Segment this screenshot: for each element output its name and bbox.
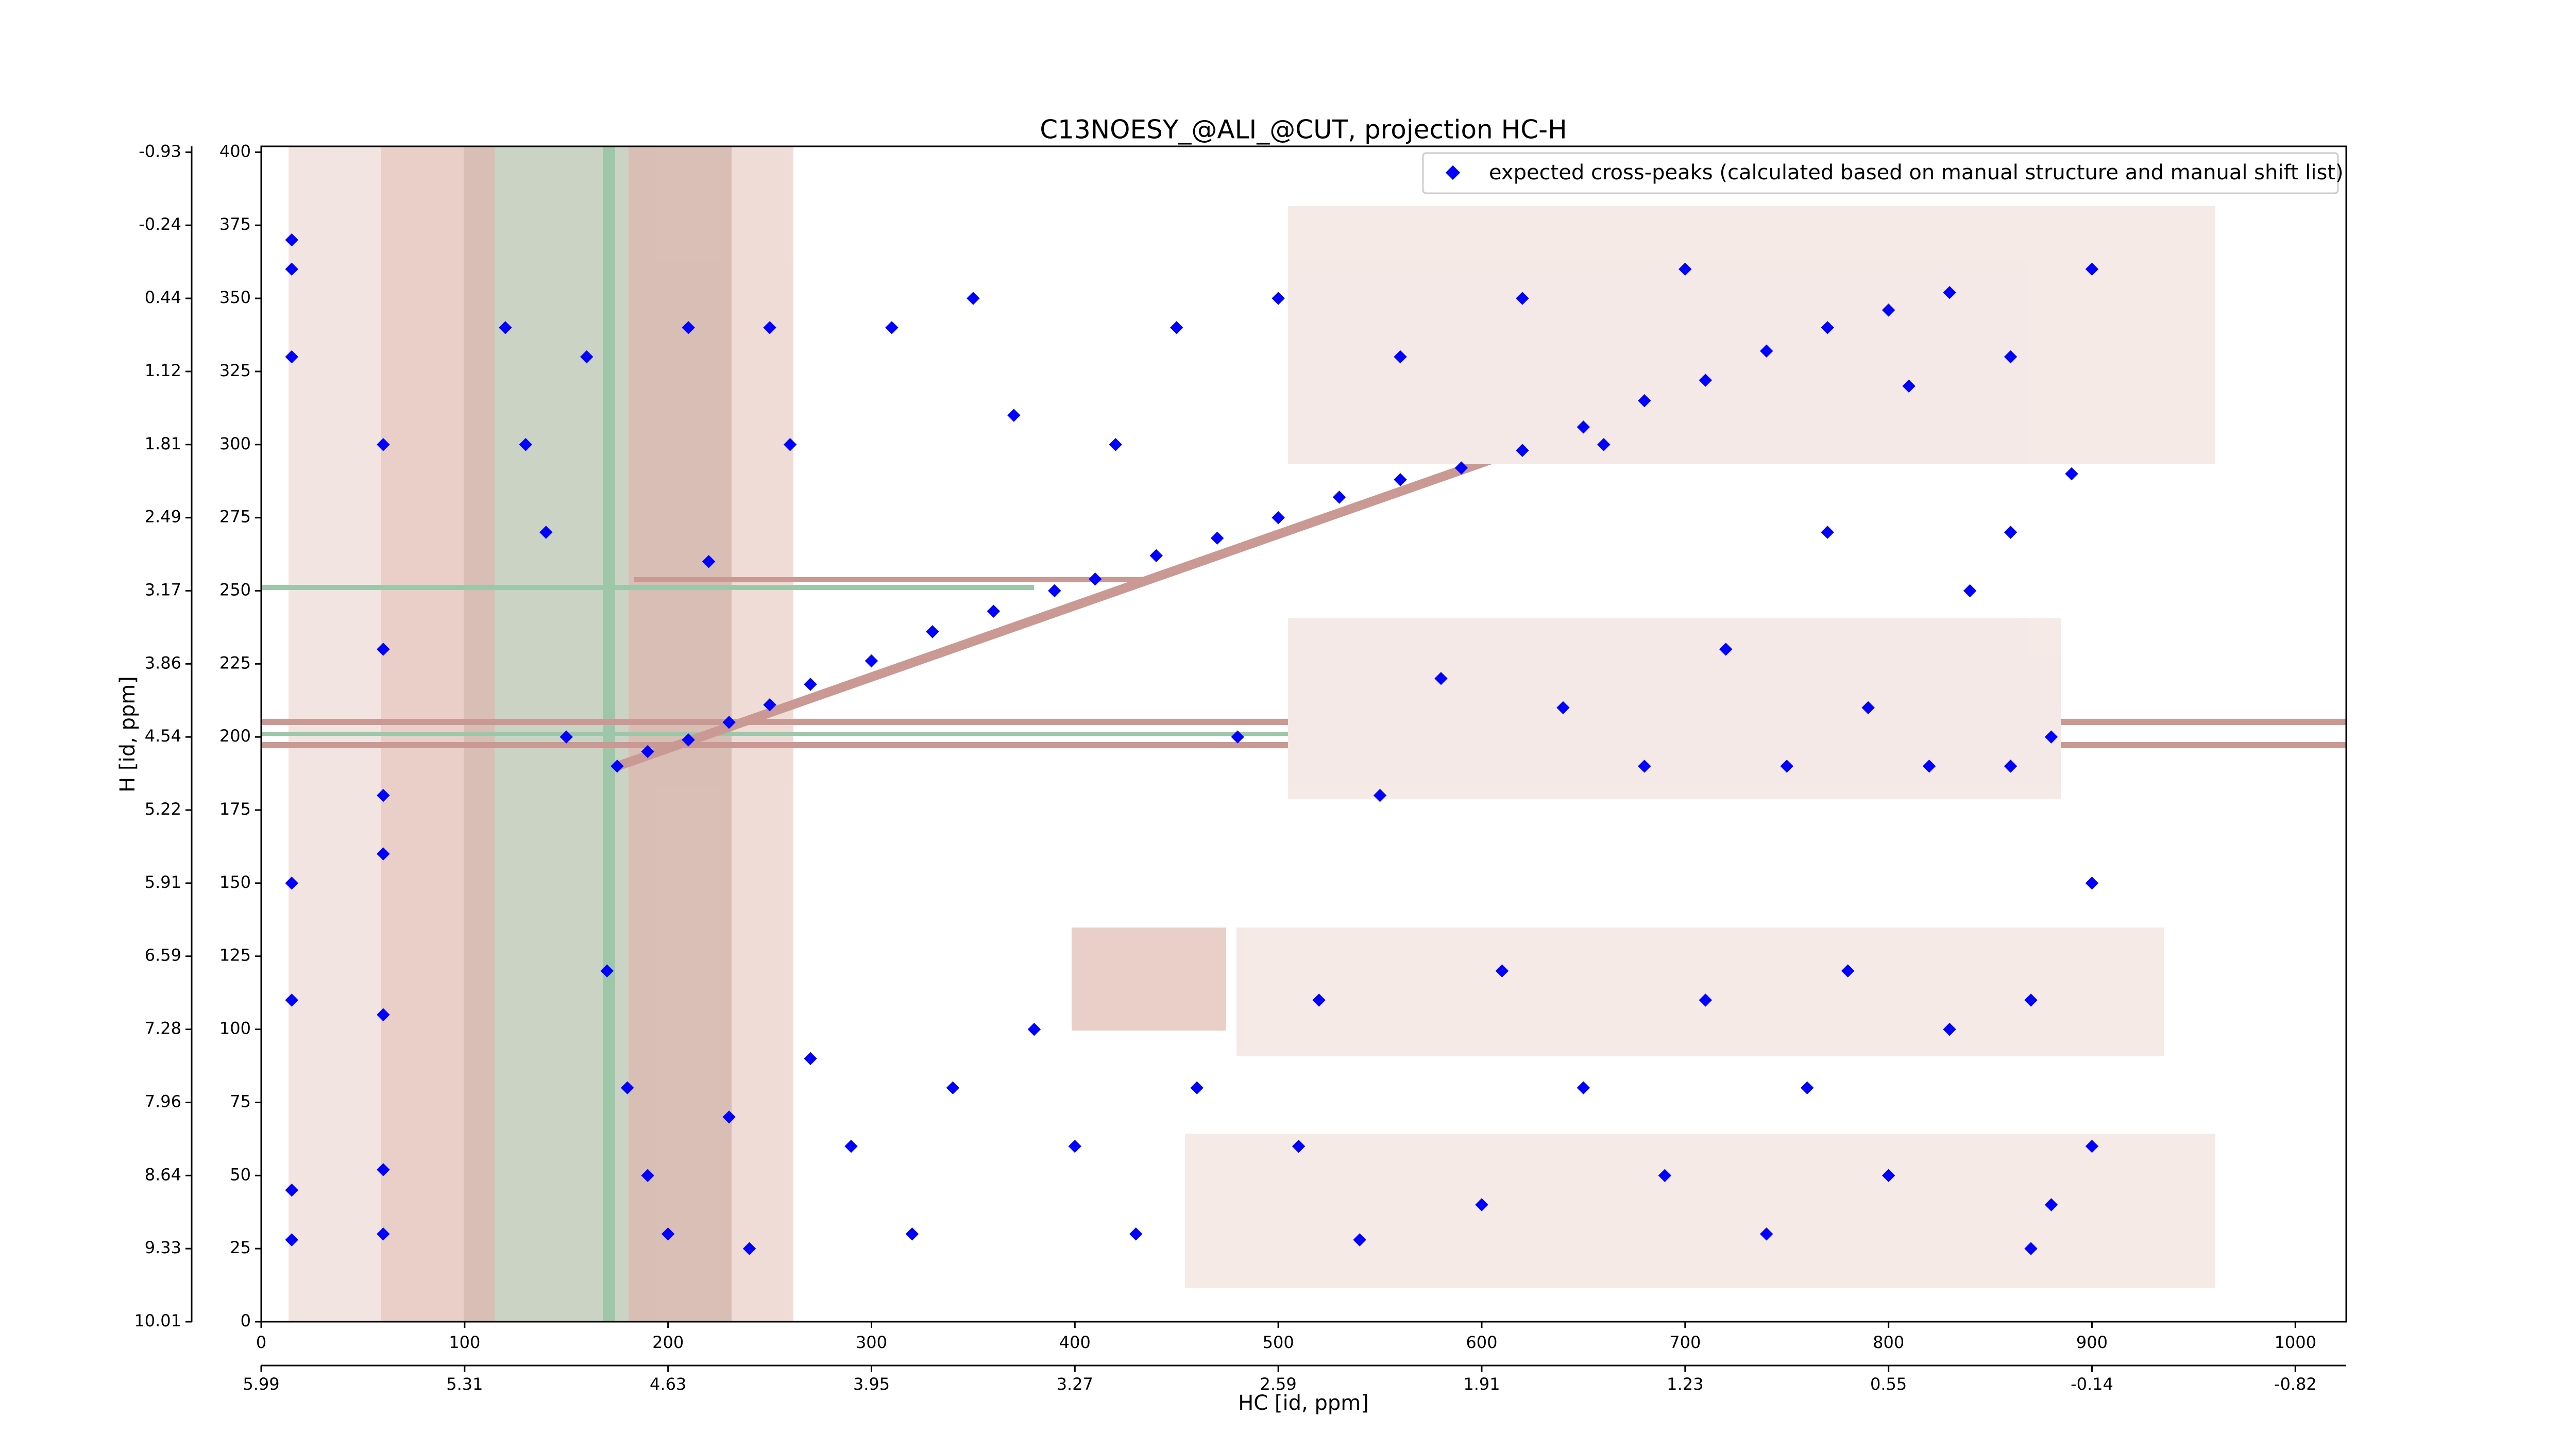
y2-tick-label: 3.86 — [145, 653, 181, 672]
cross-peak — [2044, 1198, 2058, 1211]
x-tick-label: 200 — [652, 1333, 684, 1352]
cross-peak — [1292, 1139, 1306, 1153]
x2-tick-label: 5.31 — [446, 1374, 483, 1394]
y2-tick-label: 7.28 — [145, 1019, 181, 1038]
y2-tick-label: 0.44 — [145, 288, 181, 307]
legend-marker — [1445, 165, 1461, 180]
y2-tick-label: 1.12 — [145, 361, 181, 380]
cross-peak — [1760, 1227, 1773, 1241]
streak — [634, 577, 1149, 582]
cross-peak — [1658, 1169, 1672, 1183]
cross-peak — [1821, 526, 1834, 539]
cross-peak — [285, 350, 298, 364]
cross-peak — [1068, 1139, 1082, 1153]
y2-tick-label: -0.24 — [139, 214, 181, 234]
legend-label: expected cross-peaks (calculated based o… — [1489, 161, 2344, 184]
x-tick-label: 700 — [1669, 1333, 1701, 1352]
cross-peak — [1577, 1081, 1590, 1094]
blob — [1236, 928, 2164, 1056]
x-tick-label: 100 — [449, 1333, 480, 1352]
cross-peak — [1475, 1198, 1488, 1211]
x2-tick-label: 0.55 — [1870, 1374, 1907, 1394]
y-tick-label: 200 — [219, 726, 251, 746]
x-tick-label: 900 — [2076, 1333, 2108, 1352]
y2-tick-label: 2.49 — [145, 507, 181, 527]
cross-peak — [1800, 1081, 1814, 1094]
x2-tick-label: -0.14 — [2071, 1374, 2113, 1394]
y-tick-label: 150 — [219, 872, 251, 892]
x-tick-label: 800 — [1873, 1333, 1904, 1352]
y-tick-label: 25 — [230, 1238, 251, 1257]
x2-tick-label: 2.59 — [1260, 1374, 1297, 1394]
cross-peak — [539, 526, 553, 539]
cross-peak — [285, 262, 298, 276]
legend-box — [1422, 152, 2339, 194]
y2-tick-label: 5.91 — [145, 872, 181, 892]
y2-tick-label: 1.81 — [145, 434, 181, 453]
y-tick-label: 275 — [219, 507, 251, 527]
x2-tick-label: -0.82 — [2274, 1374, 2317, 1394]
cross-peak — [2085, 1139, 2099, 1153]
y-tick-label: 0 — [241, 1311, 251, 1330]
cross-peak — [285, 233, 298, 247]
y-tick-label: 300 — [219, 434, 251, 453]
y-axis-label: H [id, ppm] — [116, 676, 140, 793]
y-tick-label: 375 — [219, 214, 251, 234]
x2-tick-label: 1.91 — [1463, 1374, 1500, 1394]
y2-tick-label: 3.17 — [145, 580, 181, 599]
y-tick-label: 225 — [219, 653, 251, 672]
y-tick-label: 50 — [230, 1165, 251, 1184]
streak — [261, 585, 1034, 590]
y-tick-label: 75 — [230, 1091, 251, 1111]
blob — [1185, 1134, 2215, 1288]
y2-tick-label: 7.96 — [145, 1091, 181, 1111]
y2-tick-label: 5.22 — [145, 799, 181, 819]
x2-tick-label: 3.27 — [1057, 1374, 1093, 1394]
x2-tick-label: 1.23 — [1667, 1374, 1703, 1394]
y2-tick-label: 9.33 — [145, 1238, 181, 1257]
x-tick-label: 600 — [1466, 1333, 1497, 1352]
x-tick-label: 1000 — [2275, 1333, 2316, 1352]
cross-peak — [499, 321, 512, 334]
cross-peak — [1190, 1081, 1204, 1094]
y-tick-label: 125 — [219, 946, 251, 965]
y-tick-label: 175 — [219, 799, 251, 819]
y-tick-label: 350 — [219, 288, 251, 307]
x-tick-label: 0 — [256, 1333, 266, 1352]
x-tick-label: 300 — [856, 1333, 887, 1352]
streak — [261, 732, 1292, 736]
y2-tick-label: 8.64 — [145, 1165, 181, 1184]
cross-peak — [377, 438, 390, 451]
x2-tick-label: 4.63 — [650, 1374, 686, 1394]
y-tick-label: 400 — [219, 141, 251, 161]
cross-peak — [1882, 1169, 1895, 1183]
legend: expected cross-peaks (calculated based o… — [1422, 152, 2344, 194]
cross-peak — [2024, 1242, 2038, 1255]
cross-peak — [2004, 526, 2018, 539]
y2-tick-label: 10.01 — [134, 1311, 181, 1330]
contour-background — [261, 146, 2346, 1322]
y-tick-label: 250 — [219, 580, 251, 599]
x2-tick-label: 3.95 — [853, 1374, 890, 1394]
x-tick-label: 400 — [1059, 1333, 1091, 1352]
y-tick-label: 100 — [219, 1019, 251, 1038]
y2-tick-label: 4.54 — [145, 726, 181, 746]
cross-peak — [1353, 1233, 1366, 1246]
blob — [1288, 618, 2061, 799]
blob — [1072, 928, 1226, 1031]
y2-tick-label: 6.59 — [145, 946, 181, 965]
blob — [1288, 206, 2215, 464]
x2-tick-label: 5.99 — [243, 1374, 279, 1394]
x-tick-label: 500 — [1263, 1333, 1294, 1352]
chart-title: C13NOESY_@ALI_@CUT, projection HC-H — [1040, 115, 1567, 145]
cross-peak — [1129, 1227, 1143, 1241]
y-tick-label: 325 — [219, 361, 251, 380]
y2-tick-label: -0.93 — [139, 141, 181, 161]
plot-frame — [260, 145, 2347, 1323]
x-axis-label: HC [id, ppm] — [1238, 1391, 1369, 1415]
